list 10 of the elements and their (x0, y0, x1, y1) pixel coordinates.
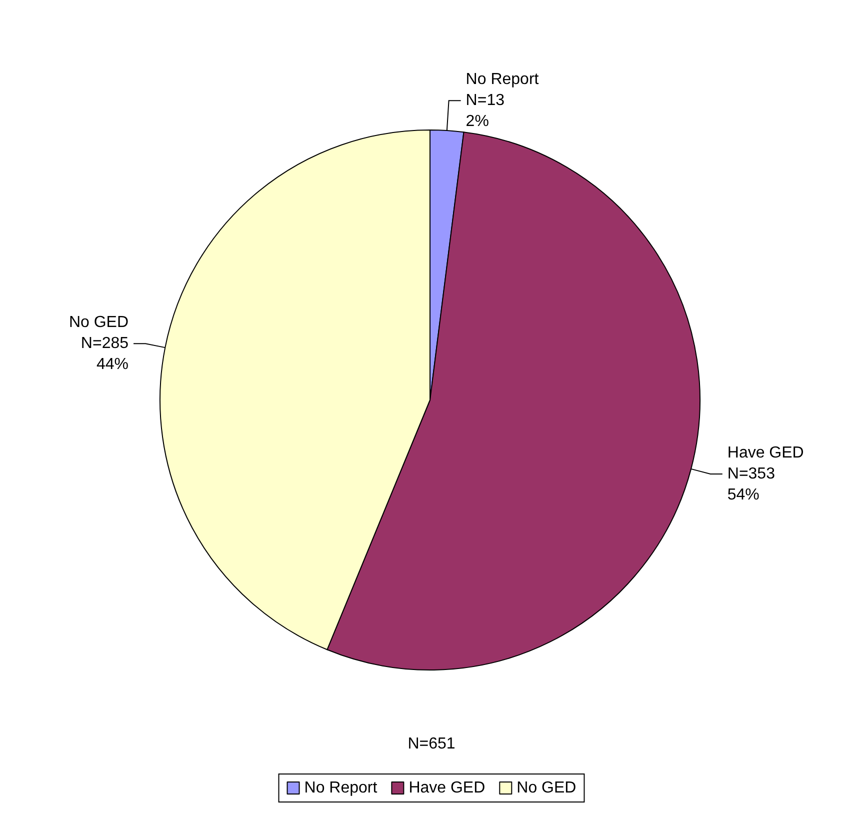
text: N=651 (408, 736, 456, 752)
data-label: N=353 54% (727, 466, 776, 504)
slice-label: Have GED (727, 444, 804, 462)
slice-label: No GED (68, 314, 129, 332)
data-label: N=285 44% (80, 335, 129, 374)
slice-label: No Report (466, 71, 540, 88)
legend-label: No GED (516, 780, 576, 796)
legend-label: Have GED (408, 780, 486, 796)
legend-label: No Report (304, 780, 378, 796)
data-label: N=13 2% (466, 92, 505, 130)
